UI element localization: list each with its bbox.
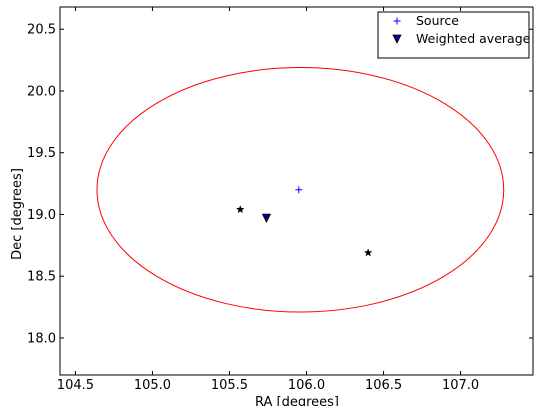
- x-tick-label: 106.5: [365, 378, 402, 393]
- y-tick-label: 18.5: [27, 270, 56, 285]
- error-ellipse: [96, 67, 505, 313]
- x-tick-label: 104.5: [57, 378, 94, 393]
- y-tick-label: 20.0: [27, 84, 56, 99]
- x-tick-label: 107.0: [442, 378, 479, 393]
- weighted-average-marker: [261, 213, 272, 224]
- star-marker: [235, 205, 245, 214]
- plot-area: 104.5 105.0 105.5 106.0 106.5 107.0 18.0 18.5 19…: [27, 6, 534, 393]
- y-tick-label: 20.5: [27, 23, 56, 38]
- legend-label: Source: [416, 13, 459, 28]
- x-axis-label: RA [degrees]: [255, 395, 339, 406]
- legend-label: Weighted average: [416, 31, 531, 46]
- y-tick-label: 18.0: [27, 331, 56, 346]
- legend-marker: [392, 34, 402, 44]
- x-tick-label: 105.5: [211, 378, 248, 393]
- y-axis-label: Dec [degrees]: [10, 168, 25, 260]
- star-marker: [363, 248, 373, 257]
- x-tick-label: 105.0: [134, 378, 171, 393]
- plot-frame: [59, 6, 534, 376]
- source-marker: [295, 186, 303, 194]
- legend-box: [377, 11, 530, 59]
- y-tick-label: 19.0: [27, 208, 56, 223]
- y-tick-label: 19.5: [27, 146, 56, 161]
- legend-marker: [393, 17, 401, 25]
- x-tick-label: 106.0: [288, 378, 325, 393]
